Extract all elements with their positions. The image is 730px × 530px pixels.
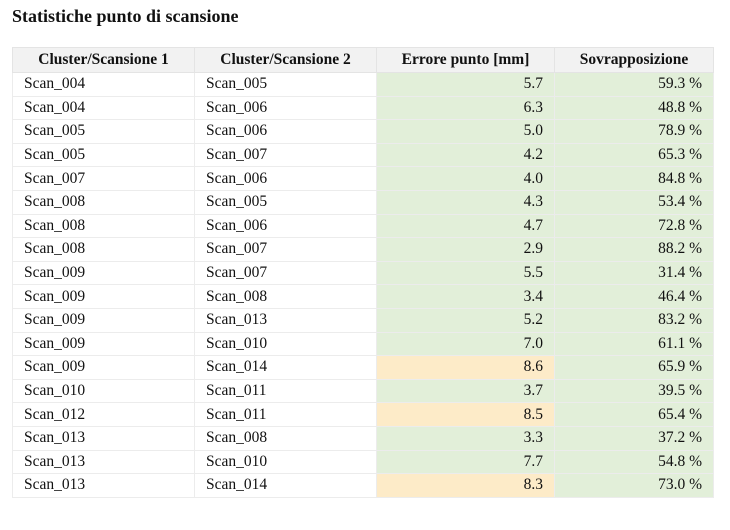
cell-scan1: Scan_008 xyxy=(12,237,195,262)
cell-point-error: 8.3 xyxy=(376,473,555,498)
cell-point-error: 4.3 xyxy=(376,189,555,215)
cell-scan1: Scan_010 xyxy=(12,378,195,404)
cell-point-error: 8.5 xyxy=(376,402,555,427)
cell-point-error: 6.3 xyxy=(376,95,555,121)
cell-scan1: Scan_008 xyxy=(12,213,195,239)
cell-scan1: Scan_009 xyxy=(12,331,195,357)
cell-point-error: 7.0 xyxy=(376,331,555,357)
cell-point-error: 3.7 xyxy=(376,378,555,404)
cell-scan2: Scan_010 xyxy=(194,331,377,357)
cell-scan2: Scan_006 xyxy=(194,95,377,121)
table-row: Scan_004 Scan_006 6.3 48.8 % xyxy=(12,95,714,121)
cell-scan1: Scan_013 xyxy=(12,449,195,475)
table-row: Scan_013 Scan_008 3.3 37.2 % xyxy=(12,425,714,451)
cell-scan1: Scan_009 xyxy=(12,284,195,309)
cell-overlap: 72.8 % xyxy=(554,213,714,239)
cell-point-error: 4.7 xyxy=(376,213,555,239)
cell-point-error: 8.6 xyxy=(376,355,555,380)
cell-scan1: Scan_008 xyxy=(12,189,195,215)
cell-overlap: 53.4 % xyxy=(554,189,714,215)
cell-overlap: 73.0 % xyxy=(554,473,714,498)
cell-scan2: Scan_007 xyxy=(194,142,377,168)
cell-scan2: Scan_011 xyxy=(194,378,377,404)
cell-overlap: 65.4 % xyxy=(554,402,714,427)
cell-scan2: Scan_007 xyxy=(194,260,377,286)
cell-scan2: Scan_014 xyxy=(194,355,377,380)
cell-point-error: 2.9 xyxy=(376,237,555,262)
cell-overlap: 83.2 % xyxy=(554,307,714,333)
cell-scan1: Scan_013 xyxy=(12,425,195,451)
table-row: Scan_012 Scan_011 8.5 65.4 % xyxy=(12,402,714,427)
cell-point-error: 7.7 xyxy=(376,449,555,475)
cell-scan2: Scan_014 xyxy=(194,473,377,498)
cell-overlap: 65.9 % xyxy=(554,355,714,380)
table-row: Scan_013 Scan_014 8.3 73.0 % xyxy=(12,473,714,498)
table-row: Scan_013 Scan_010 7.7 54.8 % xyxy=(12,449,714,475)
cell-point-error: 3.4 xyxy=(376,284,555,309)
table-row: Scan_008 Scan_006 4.7 72.8 % xyxy=(12,213,714,239)
table-row: Scan_008 Scan_005 4.3 53.4 % xyxy=(12,189,714,215)
cell-overlap: 39.5 % xyxy=(554,378,714,404)
column-header-overlap: Sovrapposizione xyxy=(554,47,714,73)
header-row: Cluster/Scansione 1 Cluster/Scansione 2 … xyxy=(12,47,714,73)
cell-overlap: 31.4 % xyxy=(554,260,714,286)
cell-overlap: 37.2 % xyxy=(554,425,714,451)
scan-point-statistics-table: Cluster/Scansione 1 Cluster/Scansione 2 … xyxy=(12,47,714,498)
cell-scan2: Scan_010 xyxy=(194,449,377,475)
cell-scan1: Scan_009 xyxy=(12,307,195,333)
cell-scan2: Scan_007 xyxy=(194,237,377,262)
column-header-point-error: Errore punto [mm] xyxy=(376,47,555,73)
cell-scan1: Scan_005 xyxy=(12,142,195,168)
cell-overlap: 84.8 % xyxy=(554,166,714,191)
table-row: Scan_004 Scan_005 5.7 59.3 % xyxy=(12,72,714,97)
table-row: Scan_008 Scan_007 2.9 88.2 % xyxy=(12,237,714,262)
cell-scan1: Scan_007 xyxy=(12,166,195,191)
cell-scan2: Scan_006 xyxy=(194,119,377,144)
cell-scan1: Scan_013 xyxy=(12,473,195,498)
cell-overlap: 48.8 % xyxy=(554,95,714,121)
table-row: Scan_009 Scan_007 5.5 31.4 % xyxy=(12,260,714,286)
cell-scan2: Scan_005 xyxy=(194,189,377,215)
cell-overlap: 78.9 % xyxy=(554,119,714,144)
page-title: Statistiche punto di scansione xyxy=(12,6,239,26)
table-row: Scan_007 Scan_006 4.0 84.8 % xyxy=(12,166,714,191)
cell-point-error: 5.2 xyxy=(376,307,555,333)
table-body: Scan_004 Scan_005 5.7 59.3 % Scan_004 Scan_00… xyxy=(12,72,714,498)
cell-scan2: Scan_013 xyxy=(194,307,377,333)
cell-scan2: Scan_006 xyxy=(194,213,377,239)
cell-scan2: Scan_006 xyxy=(194,166,377,191)
table-row: Scan_005 Scan_006 5.0 78.9 % xyxy=(12,119,714,144)
cell-scan2: Scan_008 xyxy=(194,425,377,451)
table-header: Cluster/Scansione 1 Cluster/Scansione 2 … xyxy=(12,47,714,73)
table-row: Scan_005 Scan_007 4.2 65.3 % xyxy=(12,142,714,168)
cell-overlap: 46.4 % xyxy=(554,284,714,309)
cell-overlap: 59.3 % xyxy=(554,72,714,97)
cell-point-error: 5.0 xyxy=(376,119,555,144)
cell-scan1: Scan_009 xyxy=(12,355,195,380)
cell-overlap: 61.1 % xyxy=(554,331,714,357)
cell-point-error: 3.3 xyxy=(376,425,555,451)
cell-point-error: 4.2 xyxy=(376,142,555,168)
table-row: Scan_009 Scan_013 5.2 83.2 % xyxy=(12,307,714,333)
table-row: Scan_009 Scan_008 3.4 46.4 % xyxy=(12,284,714,309)
cell-scan2: Scan_011 xyxy=(194,402,377,427)
cell-scan2: Scan_005 xyxy=(194,72,377,97)
cell-overlap: 88.2 % xyxy=(554,237,714,262)
table-row: Scan_010 Scan_011 3.7 39.5 % xyxy=(12,378,714,404)
cell-scan1: Scan_009 xyxy=(12,260,195,286)
cell-scan1: Scan_012 xyxy=(12,402,195,427)
cell-scan1: Scan_004 xyxy=(12,95,195,121)
cell-point-error: 5.5 xyxy=(376,260,555,286)
column-header-scan2: Cluster/Scansione 2 xyxy=(194,47,377,73)
cell-scan1: Scan_005 xyxy=(12,119,195,144)
cell-overlap: 65.3 % xyxy=(554,142,714,168)
cell-point-error: 4.0 xyxy=(376,166,555,191)
cell-point-error: 5.7 xyxy=(376,72,555,97)
table-row: Scan_009 Scan_014 8.6 65.9 % xyxy=(12,355,714,380)
cell-overlap: 54.8 % xyxy=(554,449,714,475)
cell-scan1: Scan_004 xyxy=(12,72,195,97)
cell-scan2: Scan_008 xyxy=(194,284,377,309)
column-header-scan1: Cluster/Scansione 1 xyxy=(12,47,195,73)
table-row: Scan_009 Scan_010 7.0 61.1 % xyxy=(12,331,714,357)
